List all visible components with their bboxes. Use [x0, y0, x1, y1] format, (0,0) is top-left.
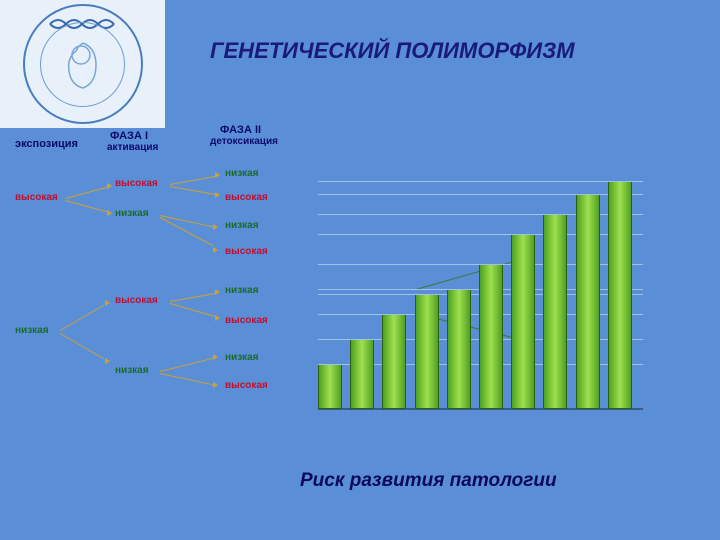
branch: [170, 293, 217, 302]
bar: [543, 214, 567, 409]
arrow-icon: [213, 247, 218, 253]
col2-header: ФАЗА II: [220, 124, 261, 136]
bar: [447, 289, 471, 409]
arrow-icon: [213, 354, 218, 360]
det-1: низкая: [225, 168, 259, 179]
exp-low: низкая: [15, 325, 49, 336]
arrow-icon: [213, 224, 218, 230]
col1-sub: активация: [107, 142, 158, 153]
bar: [479, 264, 503, 409]
bar: [608, 181, 632, 409]
page-title: ГЕНЕТИЧЕСКИЙ ПОЛИМОРФИЗМ: [210, 38, 575, 64]
logo-outer-ring: [23, 4, 143, 124]
act-low-1: низкая: [115, 208, 149, 219]
risk-bar-chart: [318, 165, 643, 410]
arrow-icon: [105, 358, 110, 364]
branch: [65, 200, 109, 213]
arrow-icon: [107, 183, 112, 189]
det-7: низкая: [225, 352, 259, 363]
chart-subtitle: Риск развития патологии: [300, 470, 557, 492]
embryo-icon: [41, 23, 126, 108]
bar: [576, 194, 600, 409]
bar: [382, 314, 406, 409]
branch: [60, 333, 104, 359]
det-5: низкая: [225, 285, 259, 296]
branch: [60, 305, 104, 331]
det-4: высокая: [225, 246, 268, 257]
col0-label: экспозиция: [15, 138, 78, 150]
arrow-icon: [107, 210, 112, 216]
act-high-1: высокая: [115, 178, 158, 189]
branch: [160, 373, 214, 385]
exp-high: высокая: [15, 192, 58, 203]
branch: [170, 303, 216, 317]
arrow-icon: [215, 192, 220, 198]
bar: [511, 234, 535, 409]
logo-inner-ring: [40, 22, 125, 107]
branch: [170, 176, 217, 185]
gridline: [318, 194, 643, 195]
branch: [160, 358, 214, 372]
arrow-icon: [105, 300, 110, 306]
arrow-icon: [215, 315, 220, 321]
arrow-icon: [215, 289, 220, 295]
col1-header: ФАЗА I: [110, 130, 148, 142]
det-8: высокая: [225, 380, 268, 391]
branch: [170, 186, 217, 195]
logo-badge: [0, 0, 165, 128]
bar: [350, 339, 374, 409]
bar: [318, 364, 342, 409]
act-high-2: высокая: [115, 295, 158, 306]
col2-sub: детоксикация: [210, 136, 278, 147]
arrow-icon: [215, 172, 220, 178]
branch: [65, 186, 109, 199]
gridline: [318, 181, 643, 182]
det-6: высокая: [225, 315, 268, 326]
arrow-icon: [213, 382, 218, 388]
det-2: высокая: [225, 192, 268, 203]
act-low-2: низкая: [115, 365, 149, 376]
det-3: низкая: [225, 220, 259, 231]
bar: [415, 294, 439, 409]
